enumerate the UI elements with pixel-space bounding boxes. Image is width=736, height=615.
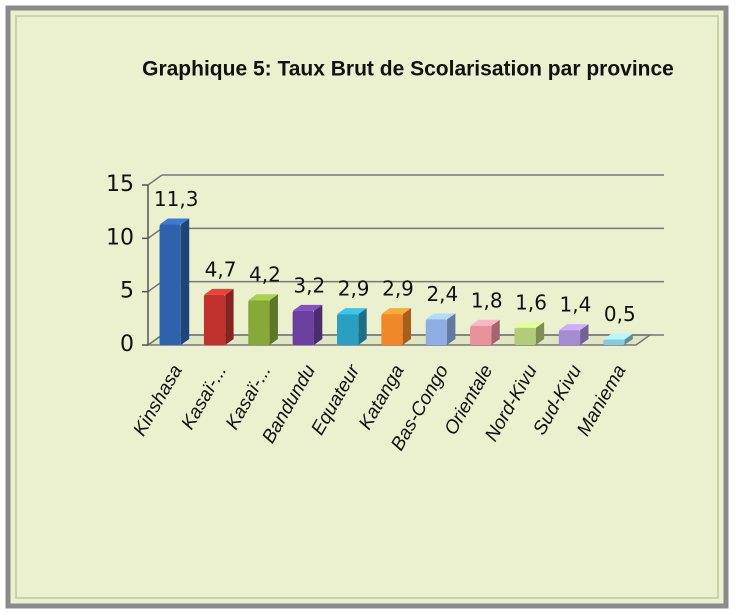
bar-side [180, 218, 190, 345]
bar-side [313, 304, 323, 345]
value-label: 2,9 [382, 277, 414, 301]
bar-top [203, 288, 234, 295]
value-label: 11,3 [154, 187, 199, 211]
y-tick-label: 15 [106, 172, 134, 197]
y-tick-label: 0 [120, 332, 134, 357]
bar-side [358, 308, 367, 345]
bar-side [225, 288, 234, 345]
bar [292, 310, 314, 345]
value-label: 4,2 [249, 263, 281, 287]
bar [248, 300, 270, 345]
bar-top [159, 218, 190, 225]
chart-frame [5, 5, 729, 609]
bar-top [558, 324, 589, 331]
bar-side [402, 308, 412, 345]
bar-top [425, 313, 456, 320]
bar [203, 294, 226, 345]
value-label: 0,5 [604, 302, 636, 326]
y-tick-label: 10 [106, 225, 134, 250]
inner-frame [15, 15, 719, 599]
bar-side [535, 321, 545, 345]
bar-side [580, 324, 589, 345]
bar-top [381, 308, 412, 315]
bar-side [269, 294, 278, 345]
grid-connector [147, 174, 163, 186]
bar-top [248, 294, 278, 301]
bar [425, 319, 448, 345]
value-label: 1,4 [560, 293, 592, 317]
bar [514, 327, 536, 345]
bar-side [491, 319, 500, 345]
value-label: 4,7 [205, 257, 237, 281]
value-label: 1,6 [515, 290, 547, 314]
bar-top [470, 319, 500, 326]
bar-top [336, 308, 367, 315]
bar-side [447, 313, 456, 345]
bar-side [624, 333, 633, 345]
bar [603, 339, 625, 345]
value-label: 3,2 [293, 273, 325, 297]
bar [336, 314, 359, 345]
bar-top [514, 321, 545, 328]
bar [558, 330, 581, 345]
bar [159, 224, 181, 345]
bar-top [603, 333, 633, 340]
value-label: 2,9 [338, 277, 370, 301]
bar [470, 325, 492, 345]
bar-top [292, 304, 323, 311]
bar [381, 314, 403, 345]
y-tick-label: 5 [120, 279, 134, 304]
value-label: 1,8 [471, 288, 503, 312]
value-label: 2,4 [426, 282, 458, 306]
chart-title: Graphique 5: Taux Brut de Scolarisation … [142, 58, 674, 81]
